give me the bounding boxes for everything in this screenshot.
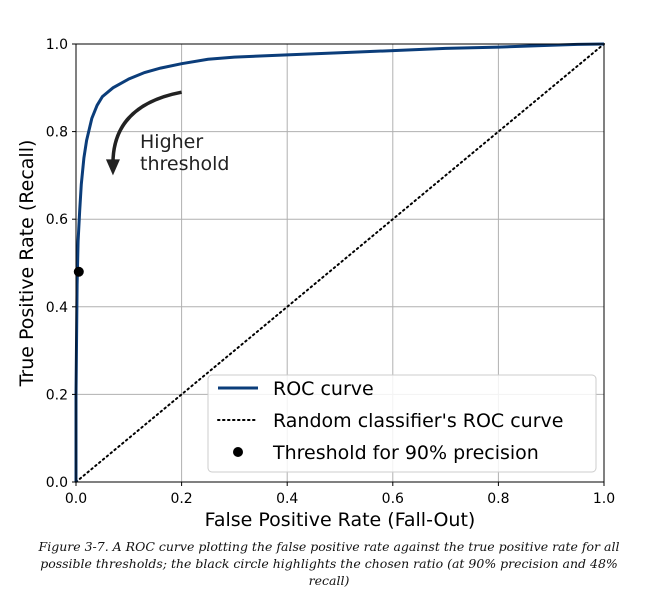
higher-threshold-arrow — [111, 90, 182, 164]
y-axis-label: True Positive Rate (Recall) — [16, 140, 38, 388]
y-tick-label: 0.4 — [46, 300, 68, 316]
x-tick-label: 0.8 — [487, 491, 509, 507]
legend: ROC curve Random classifier's ROC curve … — [207, 374, 597, 473]
legend-label-random: Random classifier's ROC curve — [273, 410, 563, 432]
y-tick-label: 1.0 — [46, 37, 68, 53]
y-tick-label: 0.6 — [46, 212, 68, 228]
x-ticks: 0.0 0.2 0.4 0.6 0.8 1.0 — [65, 482, 615, 507]
legend-label-roc: ROC curve — [273, 378, 374, 400]
y-tick-label: 0.8 — [46, 125, 68, 141]
roc-curve-line — [74, 42, 605, 482]
x-tick-label: 0.6 — [382, 491, 404, 507]
annotation: Higher threshold — [105, 90, 229, 176]
y-ticks: 0.0 0.2 0.4 0.6 0.8 1.0 — [46, 37, 76, 491]
legend-label-threshold: Threshold for 90% precision — [272, 442, 539, 464]
x-tick-label: 0.0 — [65, 491, 87, 507]
legend-box — [207, 374, 597, 473]
annotation-line-1: Higher — [140, 131, 203, 153]
threshold-point — [73, 266, 84, 277]
y-tick-label: 0.2 — [46, 387, 68, 403]
annotation-line-2: threshold — [140, 153, 229, 175]
x-tick-label: 0.2 — [170, 491, 192, 507]
plot-frame — [75, 43, 605, 483]
y-tick-label: 0.0 — [46, 475, 68, 491]
legend-swatch-threshold — [233, 447, 243, 457]
x-tick-label: 1.0 — [593, 491, 615, 507]
figure-caption: Figure 3-7. A ROC curve plotting the fal… — [38, 539, 620, 588]
x-tick-label: 0.4 — [276, 491, 298, 507]
roc-chart: 0.0 0.2 0.4 0.6 0.8 1.0 0.0 0.2 0.4 0.6 0.8 1.0 Fa… — [16, 37, 615, 531]
arrow-head — [105, 159, 120, 176]
random-classifier-line — [75, 43, 605, 483]
x-axis-label: False Positive Rate (Fall-Out) — [205, 509, 476, 531]
